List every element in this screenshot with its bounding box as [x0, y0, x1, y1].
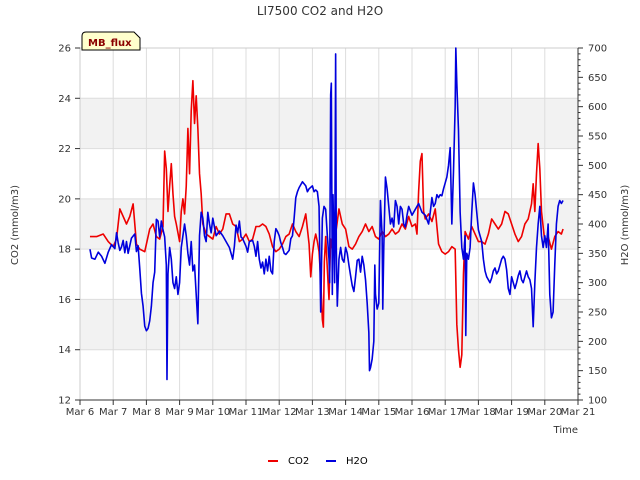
- x-tick-label: Mar 21: [561, 407, 596, 418]
- y-tick-label-right: 400: [588, 220, 607, 231]
- x-tick-label: Mar 11: [229, 407, 264, 418]
- site-badge: MB_flux: [81, 31, 141, 51]
- y-tick-label-right: 650: [588, 73, 607, 84]
- x-tick-label: Mar 10: [195, 407, 230, 418]
- y-tick-label-left: 26: [58, 44, 71, 55]
- x-tick-label: Mar 9: [165, 407, 193, 418]
- y-tick-label-left: 12: [58, 396, 71, 407]
- x-tick-label: Mar 20: [527, 407, 562, 418]
- chart-title: LI7500 CO2 and H2O: [257, 4, 383, 18]
- y-tick-label-right: 450: [588, 190, 607, 201]
- site-badge-label: MB_flux: [88, 38, 132, 49]
- legend: CO2 H2O: [268, 456, 368, 467]
- y-tick-label-right: 200: [588, 337, 607, 348]
- x-tick-label: Mar 13: [295, 407, 330, 418]
- y-tick-label-left: 22: [58, 144, 71, 155]
- background-band: [80, 98, 578, 149]
- y-tick-label-right: 150: [588, 366, 607, 377]
- y-tick-label-right: 500: [588, 161, 607, 172]
- series-layer: [89, 47, 564, 381]
- y-tick-label-left: 16: [58, 295, 71, 306]
- y-tick-label-left: 14: [58, 345, 71, 356]
- background-band: [80, 198, 578, 250]
- y-tick-label-left: 20: [58, 194, 71, 205]
- x-tick-label: Mar 15: [361, 407, 396, 418]
- x-tick-label: Mar 16: [395, 407, 430, 418]
- left-axis: 12 14 16 18 20 22 24 26: [58, 44, 80, 407]
- y-axis-title-left: CO2 (mmol/m3): [10, 185, 21, 265]
- x-tick-label: Mar 8: [132, 407, 160, 418]
- x-tick-label: Mar 18: [461, 407, 496, 418]
- legend-label-h2o: H2O: [346, 456, 368, 467]
- y-tick-label-right: 250: [588, 308, 607, 319]
- y-tick-label-left: 24: [58, 94, 71, 105]
- background-band: [80, 299, 578, 350]
- y-tick-label-right: 550: [588, 132, 607, 143]
- x-tick-label: Mar 6: [66, 407, 94, 418]
- series-line-h2o: [89, 47, 564, 381]
- y-tick-label-right: 350: [588, 249, 607, 260]
- x-tick-label: Mar 14: [328, 407, 363, 418]
- x-tick-label: Mar 12: [262, 407, 297, 418]
- x-tick-label: Mar 7: [99, 407, 127, 418]
- y-tick-label-right: 700: [588, 44, 607, 55]
- y-tick-label-right: 600: [588, 102, 607, 113]
- x-axis-title: Time: [553, 425, 578, 436]
- x-tick-label: Mar 17: [428, 407, 463, 418]
- legend-label-co2: CO2: [288, 456, 309, 467]
- right-axis: 100 150 200 250 300 350 400 450 500 550 600 650 700: [577, 44, 607, 407]
- y-tick-label-left: 18: [58, 245, 71, 256]
- background-bands: [80, 98, 578, 350]
- y-axis-title-right: H2O (mmol/m3): [620, 185, 631, 266]
- y-tick-label-right: 300: [588, 278, 607, 289]
- y-tick-label-right: 100: [588, 396, 607, 407]
- x-tick-label: Mar 19: [494, 407, 529, 418]
